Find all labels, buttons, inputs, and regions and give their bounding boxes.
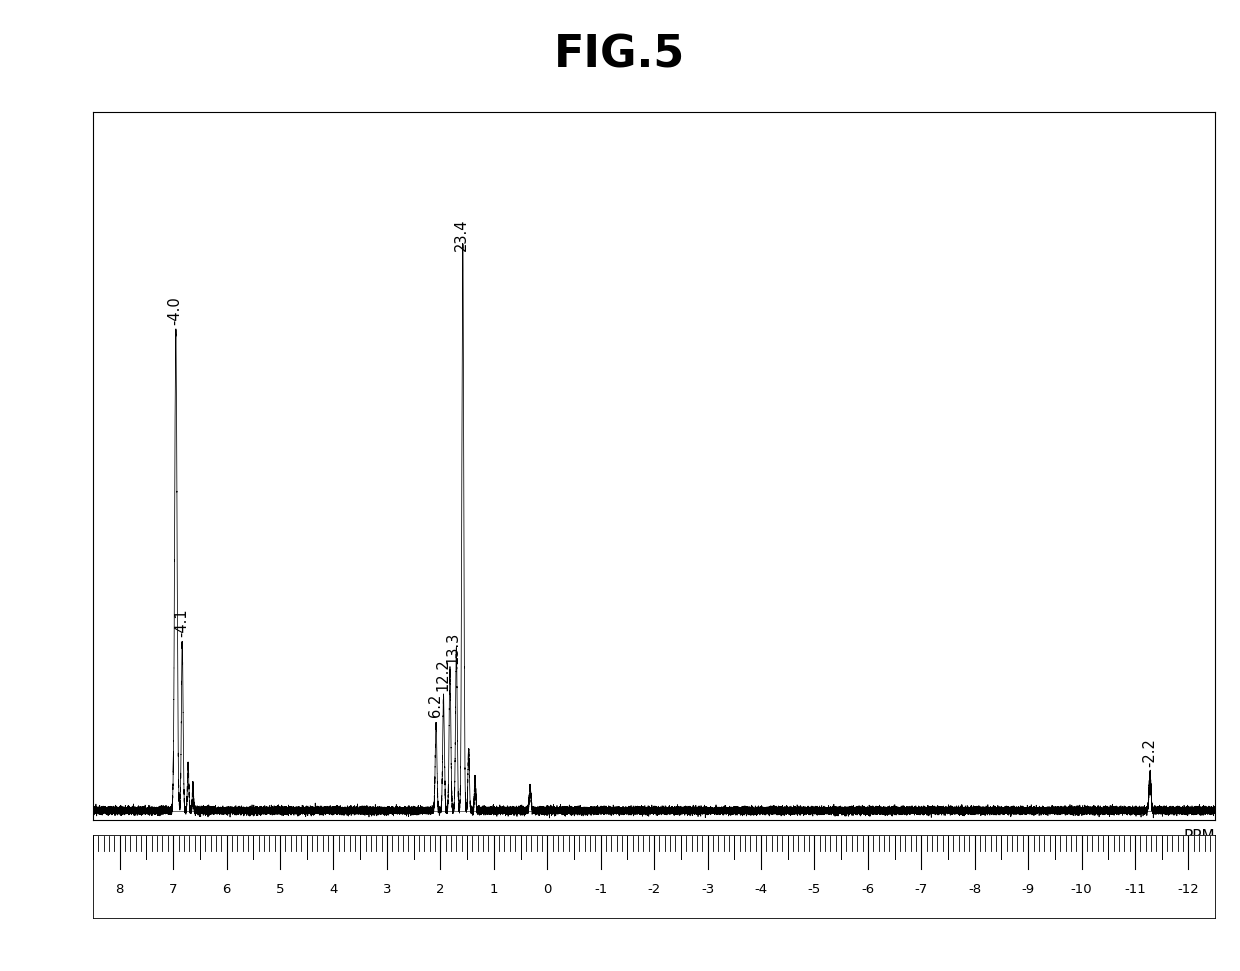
Text: -5: -5 (807, 883, 821, 896)
Text: -4.1: -4.1 (174, 609, 190, 638)
Text: -12: -12 (1178, 883, 1199, 896)
Text: 4: 4 (330, 883, 337, 896)
Text: 13.3: 13.3 (445, 632, 461, 664)
Text: 6.2: 6.2 (428, 694, 443, 718)
Text: -9: -9 (1022, 883, 1034, 896)
Text: -7: -7 (915, 883, 928, 896)
Text: -6: -6 (862, 883, 874, 896)
Text: -2.2: -2.2 (1142, 738, 1157, 767)
Text: -2: -2 (647, 883, 661, 896)
Text: 23.4: 23.4 (454, 218, 469, 251)
Text: -11: -11 (1125, 883, 1146, 896)
Text: -3: -3 (701, 883, 714, 896)
Text: 8: 8 (115, 883, 124, 896)
Text: -1: -1 (594, 883, 608, 896)
Text: 6: 6 (222, 883, 231, 896)
Text: PPM: PPM (1183, 829, 1215, 844)
Text: 2: 2 (436, 883, 445, 896)
Text: FIG.5: FIG.5 (554, 34, 686, 77)
Text: 5: 5 (275, 883, 284, 896)
Text: -10: -10 (1071, 883, 1092, 896)
Text: 7: 7 (169, 883, 177, 896)
Text: 1: 1 (490, 883, 498, 896)
Text: 0: 0 (543, 883, 552, 896)
Text: -4.0: -4.0 (167, 296, 182, 324)
Text: -8: -8 (968, 883, 981, 896)
Text: 12.2: 12.2 (435, 658, 450, 690)
Text: 3: 3 (383, 883, 391, 896)
Text: -4: -4 (754, 883, 768, 896)
